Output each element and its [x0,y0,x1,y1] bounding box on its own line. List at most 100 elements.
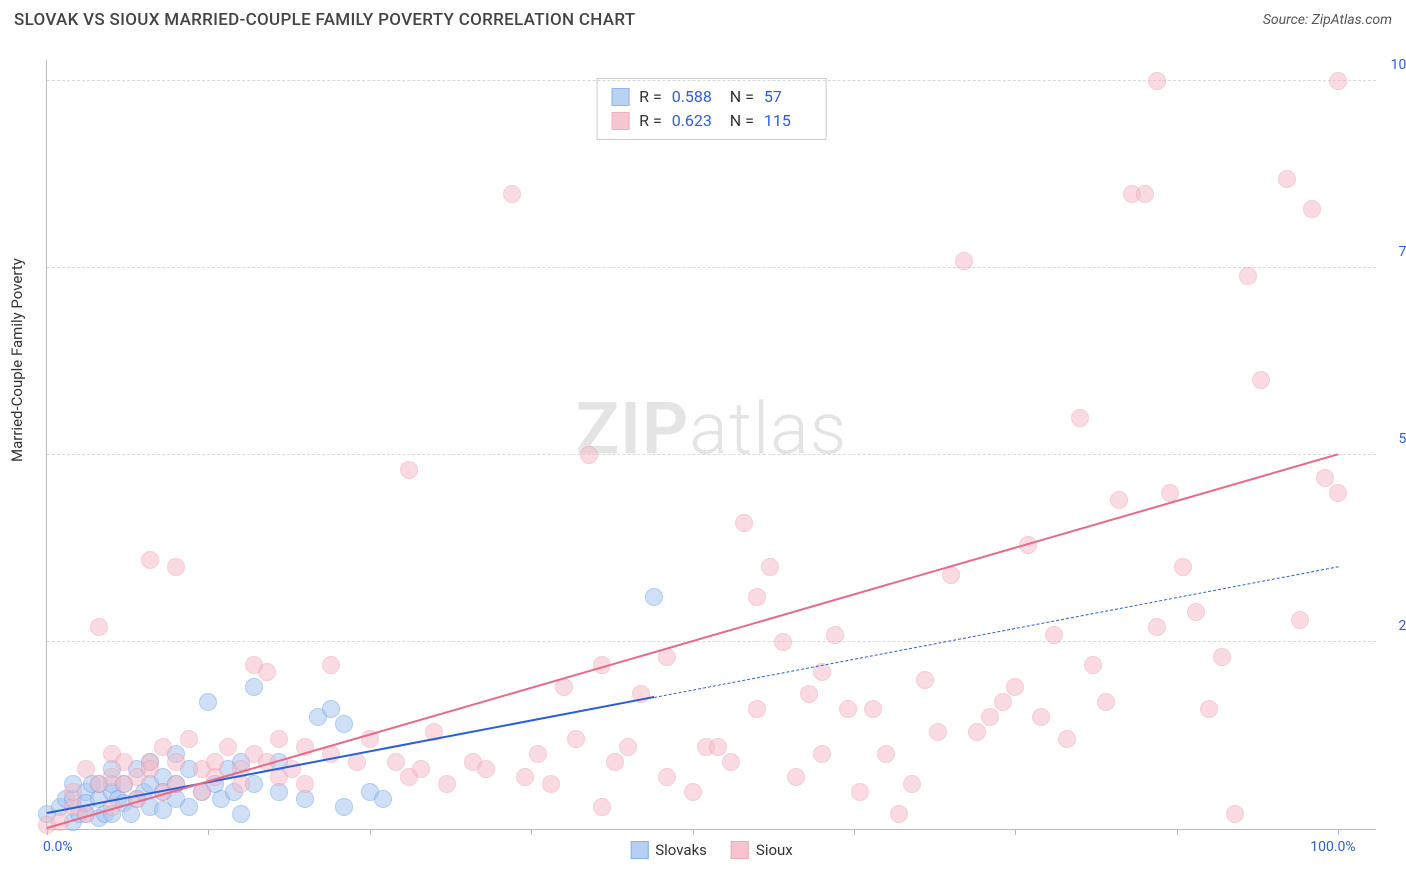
data-point [387,753,405,771]
data-point [684,783,702,801]
data-point [322,700,340,718]
data-point [180,730,198,748]
data-point [516,768,534,786]
data-point [1058,730,1076,748]
x-tick [1338,829,1339,835]
legend: Slovaks Sioux [630,841,793,859]
correlation-stats-box: R =0.588N =57R =0.623N =115 [596,78,827,140]
data-point [929,723,947,741]
data-point [1200,700,1218,718]
data-point [890,805,908,823]
x-tick [693,829,694,835]
data-point [167,753,185,771]
data-point [800,685,818,703]
data-point [955,252,973,270]
y-tick-label: 25.0% [1381,618,1406,634]
data-point [412,760,430,778]
y-tick-label: 100.0% [1381,57,1406,73]
data-point [141,551,159,569]
legend-item: Slovaks [630,841,707,859]
data-point [580,446,598,464]
x-tick [370,829,371,835]
data-point [322,656,340,674]
source-attribution: Source: ZipAtlas.com [1263,12,1392,28]
data-point [1084,656,1102,674]
data-point [606,753,624,771]
data-point [1329,484,1347,502]
data-point [296,775,314,793]
data-point [1006,678,1024,696]
y-tick-label: 50.0% [1381,431,1406,447]
chart-title: SLOVAK VS SIOUX MARRIED-COUPLE FAMILY PO… [14,10,635,30]
data-point [90,618,108,636]
legend-label: Sioux [756,841,793,859]
data-point [335,715,353,733]
data-point [400,461,418,479]
data-point [1174,558,1192,576]
x-tick [531,829,532,835]
data-point [1187,603,1205,621]
data-point [826,626,844,644]
data-point [645,588,663,606]
x-tick [208,829,209,835]
gridline [47,80,1376,81]
data-point [1278,170,1296,188]
data-point [1097,693,1115,711]
x-tick [1015,829,1016,835]
data-point [994,693,1012,711]
data-point [748,700,766,718]
legend-label: Slovaks [655,841,707,859]
legend-swatch [731,841,749,859]
trend-line [654,566,1339,698]
data-point [335,798,353,816]
scatter-plot: ZIPatlas R =0.588N =57R =0.623N =115 Slo… [46,60,1376,830]
data-point [1316,469,1334,487]
data-point [787,768,805,786]
data-point [245,678,263,696]
gridline [47,267,1376,268]
data-point [1213,648,1231,666]
watermark: ZIPatlas [576,387,848,472]
legend-swatch [611,112,629,130]
stat-n-label: N = [730,109,754,133]
data-point [503,185,521,203]
data-point [232,805,250,823]
data-point [877,745,895,763]
stat-r-label: R = [639,85,662,109]
data-point [374,790,392,808]
data-point [1239,267,1257,285]
data-point [722,753,740,771]
trend-line [47,696,654,814]
data-point [567,730,585,748]
data-point [1303,200,1321,218]
stat-n-value: 115 [764,109,812,133]
y-axis-label: Married-Couple Family Poverty [8,258,26,462]
data-point [167,558,185,576]
data-point [748,588,766,606]
data-point [64,783,82,801]
data-point [981,708,999,726]
data-point [219,738,237,756]
data-point [813,745,831,763]
data-point [593,798,611,816]
data-point [477,760,495,778]
data-point [1136,185,1154,203]
data-point [619,738,637,756]
data-point [1252,371,1270,389]
data-point [199,693,217,711]
data-point [1045,626,1063,644]
data-point [258,663,276,681]
data-point [851,783,869,801]
data-point [1032,708,1050,726]
legend-item: Sioux [731,841,793,859]
gridline [47,641,1376,642]
data-point [968,723,986,741]
data-point [916,671,934,689]
gridline [47,454,1376,455]
data-point [1110,491,1128,509]
data-point [115,753,133,771]
data-point [77,760,95,778]
stat-n-label: N = [730,85,754,109]
stat-r-value: 0.623 [672,109,720,133]
x-tick-label: 100.0% [1310,839,1355,855]
